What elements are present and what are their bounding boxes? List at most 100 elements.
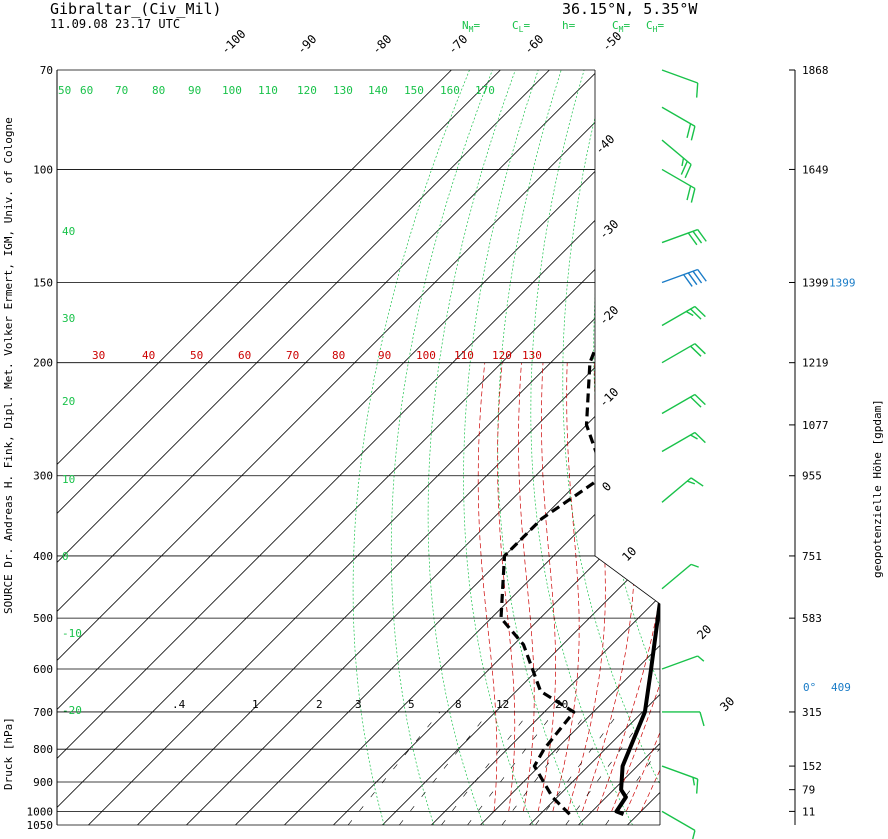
dry-adiabat-line <box>882 70 888 825</box>
theta-label: 110 <box>258 84 278 97</box>
mixing-ratio-line <box>535 711 620 825</box>
temperature-line <box>614 70 660 817</box>
mixing-ratio-line <box>347 711 441 825</box>
isotherm-label: -90 <box>294 32 319 57</box>
wind-barb <box>661 563 699 590</box>
mixing-ratio-line <box>565 711 649 825</box>
moist-adiabat-line <box>640 362 660 812</box>
wind-barb <box>661 810 696 839</box>
pressure-tick-label: 100 <box>33 163 53 176</box>
height-tick-label: 955 <box>802 470 822 483</box>
pressure-tick-label: 400 <box>33 550 53 563</box>
mixing-ratio-label: 20 <box>555 698 568 711</box>
theta-e-label: 100 <box>416 349 436 362</box>
theta-side-label: 0 <box>62 550 69 563</box>
mixing-ratio-label: 1 <box>252 698 259 711</box>
theta-label: 140 <box>368 84 388 97</box>
dry-adiabat-line <box>427 70 516 825</box>
cloud-label-h: h= <box>562 19 576 32</box>
isotherm-line <box>57 70 648 825</box>
wind-barb <box>661 655 705 670</box>
theta-e-label: 60 <box>238 349 251 362</box>
theta-label: 120 <box>297 84 317 97</box>
freezing-level-label: 0° <box>803 681 816 694</box>
mixing-ratio-line <box>501 711 588 825</box>
theta-side-label: -20 <box>62 704 82 717</box>
isotherm-line <box>137 70 660 825</box>
isotherm-label: 30 <box>717 694 737 714</box>
moist-adiabat-line <box>596 362 660 812</box>
pressure-tick-label: 600 <box>33 663 53 676</box>
isotherm-line <box>186 70 660 825</box>
isotherm-line <box>57 70 660 825</box>
wind-barb <box>662 711 705 727</box>
isotherm-label: -20 <box>596 303 621 328</box>
moist-adiabat-line <box>552 362 580 812</box>
theta-e-label: 30 <box>92 349 105 362</box>
pressure-tick-label: 1000 <box>27 805 54 818</box>
moist-adiabat-line <box>611 362 660 812</box>
wind-barb <box>661 168 696 203</box>
pressure-tick-label: 1050 <box>27 819 54 832</box>
theta-e-label: 130 <box>522 349 542 362</box>
isotherm-line <box>88 70 660 825</box>
theta-e-label: 50 <box>190 349 203 362</box>
wind-barb <box>661 305 706 327</box>
dry-adiabat-line <box>352 70 470 825</box>
isotherm-line <box>57 70 501 825</box>
height-tick-label: 1399 <box>802 276 829 289</box>
theta-label: 80 <box>152 84 165 97</box>
theta-e-label: 90 <box>378 349 391 362</box>
theta-side-label: 40 <box>62 225 75 238</box>
theta-label: 170 <box>475 84 495 97</box>
theta-side-label: -10 <box>62 627 82 640</box>
cloud-label-cl: CL= <box>512 19 531 35</box>
isotherm-line <box>431 70 660 825</box>
mixing-ratio-label: .4 <box>172 698 186 711</box>
theta-label: 90 <box>188 84 201 97</box>
station-name: Gibraltar_(Civ_Mil) <box>50 0 222 18</box>
mixing-ratio-line <box>467 711 555 825</box>
theta-label: 60 <box>80 84 93 97</box>
mixing-ratio-label: 12 <box>496 698 509 711</box>
mixing-ratio-line <box>441 711 530 825</box>
dry-adiabat-line <box>463 70 539 825</box>
theta-e-label: 70 <box>286 349 299 362</box>
dry-adiabat-line <box>562 70 660 825</box>
theta-e-label: 80 <box>332 349 345 362</box>
wind-barb <box>661 477 704 503</box>
dry-adiabat-line <box>811 70 888 825</box>
theta-e-label: 120 <box>492 349 512 362</box>
cloud-label-cm: CM= <box>612 19 631 35</box>
isotherm-line <box>57 70 452 825</box>
dry-adiabat-line <box>681 70 881 825</box>
pressure-tick-label: 900 <box>33 776 53 789</box>
theta-label: 160 <box>440 84 460 97</box>
height-tick-label: 152 <box>802 760 822 773</box>
station-coordinates: 36.15°N, 5.35°W <box>562 0 698 18</box>
dry-adiabat-line <box>835 70 888 825</box>
height-tick-label: 1649 <box>802 163 829 176</box>
mixing-ratio-line <box>399 711 490 825</box>
isotherm-line <box>676 70 888 825</box>
dry-adiabat-line <box>859 70 888 825</box>
wind-barb <box>661 765 699 794</box>
pressure-tick-label: 150 <box>33 276 53 289</box>
theta-label: 70 <box>115 84 128 97</box>
pressure-tick-label: 700 <box>33 706 53 719</box>
dry-adiabat-line <box>761 70 888 825</box>
height-tick-label: 1077 <box>802 419 829 432</box>
dewpoint-line <box>499 70 660 816</box>
moist-adiabat-line <box>477 362 498 812</box>
height-tick-label: 11 <box>802 805 815 818</box>
theta-label: 100 <box>222 84 242 97</box>
isotherm-label: -60 <box>521 32 546 57</box>
isotherm-label: -100 <box>218 27 248 57</box>
isotherm-label: -40 <box>592 132 617 157</box>
tropopause-label: 1399 <box>829 276 856 289</box>
theta-side-label: 30 <box>62 312 75 325</box>
height-tick-label: 751 <box>802 550 822 563</box>
theta-side-label: 20 <box>62 395 75 408</box>
moist-adiabat-line <box>625 362 660 812</box>
